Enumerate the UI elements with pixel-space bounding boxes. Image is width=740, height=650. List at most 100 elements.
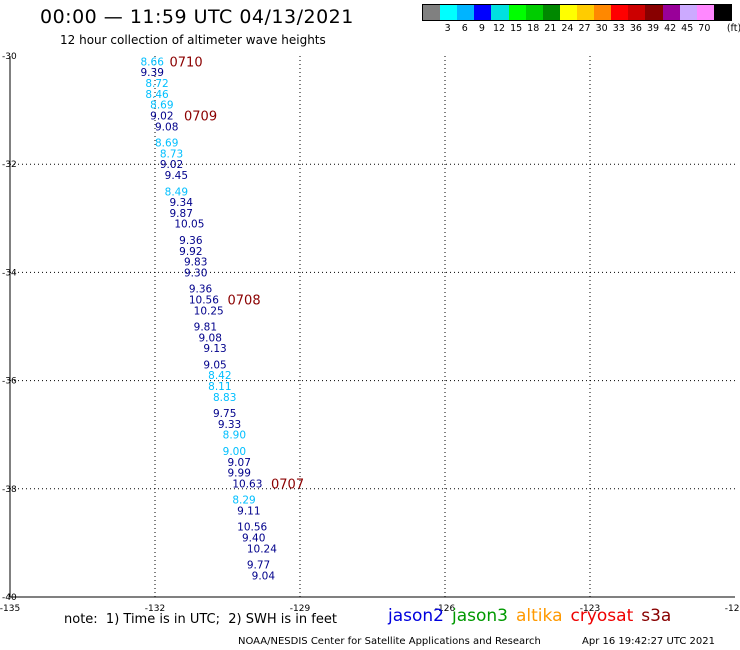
wave-height-value: 10.25 [194, 305, 224, 317]
wave-height-value: 8.69 [150, 100, 173, 112]
wave-height-value: 8.69 [155, 138, 178, 150]
color-scale-label: 15 [510, 23, 523, 34]
wave-height-value: 8.83 [213, 392, 236, 404]
wave-height-value: 9.08 [199, 332, 222, 344]
generated-timestamp: Apr 16 19:42:27 UTC 2021 [582, 636, 715, 647]
wave-height-value: 8.46 [145, 89, 169, 101]
wave-height-value: 9.92 [179, 246, 202, 258]
longitude-tick-label: -135 [0, 604, 20, 614]
color-swatch [662, 5, 680, 20]
wave-height-value: 9.75 [213, 408, 236, 420]
longitude-tick-label: -120 [725, 604, 740, 614]
longitude-tick-label: -129 [290, 604, 311, 614]
color-scale-label: 6 [461, 23, 468, 34]
wave-height-value: 9.45 [165, 170, 188, 182]
wave-height-value: 9.83 [184, 257, 207, 269]
wave-height-value: 9.87 [170, 208, 193, 220]
wave-height-value: 9.34 [170, 197, 194, 209]
wave-height-value: 8.90 [223, 430, 246, 442]
latitude-tick-label: -36 [2, 377, 17, 387]
color-scale-label: 12 [492, 23, 506, 34]
time-label: 0710 [170, 55, 203, 70]
color-scale-label: 3 [444, 23, 451, 34]
latitude-tick-label: -30 [2, 52, 17, 62]
color-scale-bar [422, 4, 732, 21]
color-swatch [508, 5, 526, 20]
color-scale-label: 70 [698, 23, 711, 34]
wave-height-value: 8.42 [208, 370, 231, 382]
wave-height-value: 9.02 [150, 111, 173, 123]
longitude-tick-label: -123 [580, 604, 600, 614]
wave-height-value: 9.40 [242, 532, 265, 544]
color-scale-label: 30 [595, 23, 608, 34]
color-swatch [628, 5, 646, 20]
wave-height-value: 8.29 [232, 495, 255, 507]
color-swatch [576, 5, 595, 20]
wave-height-value: 9.13 [203, 343, 226, 355]
satellite-legend-item: s3a [641, 606, 672, 626]
latitude-tick-label: -40 [2, 593, 17, 603]
color-swatch [457, 5, 475, 20]
wave-height-value: 9.02 [160, 159, 183, 171]
wave-height-value: 8.66 [141, 56, 165, 68]
wave-height-value: 9.36 [189, 284, 213, 296]
color-scale-label: 18 [527, 23, 540, 34]
wave-height-value: 9.77 [247, 560, 270, 572]
wave-height-value: 8.49 [165, 186, 188, 198]
color-scale-label: 45 [681, 23, 694, 34]
wave-height-value: 10.63 [232, 478, 262, 490]
wave-height-value: 9.07 [228, 457, 251, 469]
color-scale-label: 36 [629, 23, 642, 34]
wave-height-value: 9.33 [218, 419, 241, 431]
wave-height-value: 9.30 [184, 267, 207, 279]
wave-height-value: 10.56 [237, 522, 267, 534]
wave-height-value: 10.24 [247, 543, 277, 555]
credit-text: NOAA/NESDIS Center for Satellite Applica… [238, 636, 541, 647]
color-swatch [525, 5, 543, 20]
color-scale-label: 9 [478, 23, 485, 34]
color-scale-label: 27 [578, 23, 591, 34]
wave-height-value: 9.99 [228, 468, 251, 480]
longitude-tick-label: -132 [145, 604, 165, 614]
latitude-tick-label: -34 [2, 268, 17, 278]
wave-height-value: 10.05 [174, 219, 204, 231]
color-swatch [679, 5, 697, 20]
satellite-legend-item: jason3 [452, 606, 508, 626]
wave-height-value: 9.04 [252, 570, 276, 582]
wave-height-value: 8.73 [160, 148, 183, 160]
longitude-tick-label: -126 [435, 604, 456, 614]
latitude-tick-label: -38 [2, 485, 17, 495]
color-swatch [696, 5, 714, 20]
wave-height-value: 9.00 [223, 446, 246, 458]
wave-height-value: 9.36 [179, 235, 203, 247]
color-swatch [440, 5, 458, 20]
color-scale-label: 39 [646, 23, 660, 34]
color-swatch [542, 5, 560, 20]
color-swatch [611, 5, 629, 20]
satellite-legend-item: altika [516, 606, 563, 626]
color-scale-unit: (ft) [726, 23, 740, 34]
wave-height-value: 9.08 [155, 121, 178, 133]
color-scale-label: 42 [664, 23, 677, 34]
wave-height-value: 10.56 [189, 294, 219, 306]
color-scale-legend: (ft) 3 6 9 12 15 18 21 24 27 30 33 36 39 42 45 70 [422, 4, 740, 35]
color-swatch [423, 5, 441, 20]
color-swatch [713, 5, 731, 20]
color-swatch [491, 5, 509, 20]
satellite-legend: jason2 jason3 altika cryosat s3a [388, 606, 679, 626]
satellite-legend-item: cryosat [570, 606, 634, 626]
color-swatch [594, 5, 612, 20]
color-scale-label: 33 [612, 23, 625, 34]
wave-height-value: 9.11 [237, 505, 260, 517]
page-subtitle: 12 hour collection of altimeter wave hei… [60, 33, 326, 47]
latitude-tick-label: -32 [2, 160, 17, 170]
color-scale-label: 24 [561, 23, 574, 34]
wave-height-value: 9.39 [141, 67, 164, 79]
time-label: 0709 [184, 110, 217, 125]
page-title: 00:00 — 11:59 UTC 04/13/2021 [40, 6, 354, 28]
footer-note: note: 1) Time is in UTC; 2) SWH is in fe… [64, 612, 337, 627]
wave-height-value: 8.11 [208, 381, 231, 393]
wave-height-value: 9.05 [203, 359, 226, 371]
color-swatch [559, 5, 577, 20]
